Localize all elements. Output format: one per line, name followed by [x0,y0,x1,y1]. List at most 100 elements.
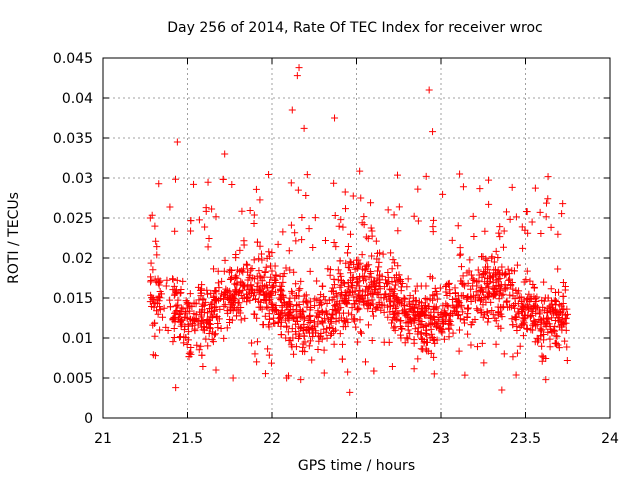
data-point [273,306,281,314]
data-point [305,225,313,233]
data-point [244,276,252,284]
x-tick-label: 21 [94,431,112,447]
data-point [429,228,437,236]
data-point [226,266,234,274]
data-point [255,267,263,275]
data-point [166,203,174,211]
data-point [187,227,195,235]
data-point [502,208,510,216]
data-point [197,289,205,297]
data-point [555,288,563,296]
data-point [191,327,199,335]
data-point [509,353,517,361]
data-point [314,313,322,321]
data-point [330,340,338,348]
data-point [231,274,239,282]
data-point [552,340,560,348]
y-tick-label: 0.03 [62,171,93,187]
data-point [404,322,412,330]
data-point [265,248,273,256]
data-point [314,345,322,353]
data-point [228,267,236,275]
data-point [250,310,258,318]
data-point [353,275,361,283]
data-point [367,224,375,232]
data-point [163,276,171,284]
data-point [560,320,568,328]
data-point [539,353,547,361]
data-point [215,284,223,292]
data-point [531,338,539,346]
data-point [169,275,177,283]
data-point [519,244,527,252]
data-point [405,298,413,306]
data-point [280,298,288,306]
data-point [355,282,363,290]
data-point [430,353,438,361]
data-point [530,283,538,291]
data-point [204,178,212,186]
chart-title: Day 256 of 2014, Rate Of TEC Index for r… [167,20,543,36]
data-point [537,229,545,237]
data-point [288,325,296,333]
y-tick-label: 0.02 [62,251,93,267]
data-point [318,317,326,325]
data-point [531,184,539,192]
data-point [202,318,210,326]
data-point [350,260,358,268]
data-point [253,338,261,346]
data-point [197,319,205,327]
data-point [307,337,315,345]
data-point [267,262,275,270]
data-point [348,311,356,319]
data-point [333,297,341,305]
data-point [478,253,486,261]
data-point [292,320,300,328]
data-point [310,318,318,326]
data-point [229,304,237,312]
data-point [186,348,194,356]
data-point [374,249,382,257]
data-point [373,291,381,299]
data-point [501,271,509,279]
data-point [453,297,461,305]
data-point [470,277,478,285]
data-point [482,255,490,263]
data-point [210,265,218,273]
data-point [459,308,467,316]
data-point [520,311,528,319]
data-point [480,270,488,278]
data-point [495,229,503,237]
y-axis-label: ROTI / TECUs [6,192,22,284]
data-point [265,351,273,359]
data-point [563,343,571,351]
data-point [306,313,314,321]
data-point [356,316,364,324]
data-point [459,292,467,300]
data-point [248,264,256,272]
data-point [191,317,199,325]
data-point [501,281,509,289]
data-point [523,325,531,332]
data-point [380,294,388,302]
data-point [391,259,399,267]
data-point [209,311,217,319]
data-point [538,326,546,334]
data-point [443,291,451,299]
data-point [484,263,492,271]
data-point [287,221,295,229]
data-point [357,194,365,202]
data-point [503,297,511,305]
data-point [209,338,217,346]
data-point [227,275,235,283]
y-tick-label: 0 [84,411,93,427]
data-point [331,114,339,122]
data-point [351,287,359,295]
data-point [272,288,280,296]
data-point [444,303,452,311]
data-point [315,296,323,304]
data-point [349,192,357,200]
data-point [561,337,569,345]
data-point [524,229,532,237]
